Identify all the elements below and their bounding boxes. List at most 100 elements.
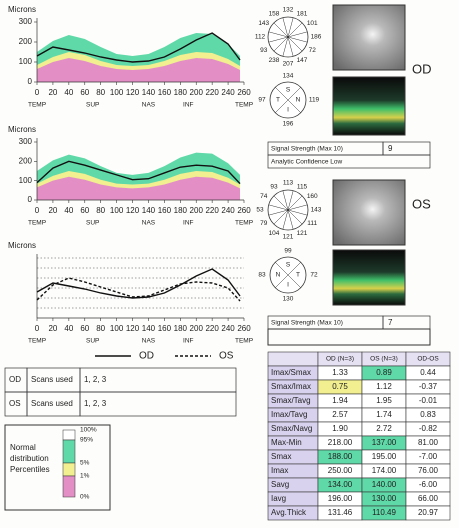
table-value: 1.12 — [376, 382, 392, 391]
table-value: 110.49 — [372, 508, 396, 517]
table-value: 140.00 — [372, 480, 397, 489]
percentile-swatch — [62, 462, 76, 477]
quadrant-label: T — [296, 272, 300, 279]
x-tick-label: 40 — [64, 88, 73, 97]
legend-label: OS — [219, 351, 234, 362]
table-value: 81.00 — [418, 438, 439, 447]
table-header: OS (N=3) — [370, 356, 398, 363]
x-tick-label: 140 — [142, 324, 156, 333]
table-value: 250.00 — [328, 466, 353, 475]
table-value: 0.89 — [376, 368, 392, 377]
sector-label: NAS — [142, 220, 156, 227]
table-value: 131.46 — [328, 508, 353, 517]
x-tick-label: 20 — [48, 324, 57, 333]
y-tick-label: 100 — [19, 57, 33, 66]
signal-value-box — [382, 315, 431, 330]
x-tick-label: 220 — [205, 324, 219, 333]
x-tick-label: 180 — [174, 206, 188, 215]
table-value: 134.00 — [328, 480, 353, 489]
quadrant-value: 134 — [283, 73, 294, 80]
quadrant-value: 97 — [258, 97, 266, 104]
percentile-label: 95% — [80, 437, 93, 444]
x-tick-label: 240 — [221, 88, 235, 97]
quadrant-label: I — [287, 107, 289, 114]
x-tick-label: 60 — [80, 88, 89, 97]
quadrant-label: I — [287, 282, 289, 289]
chart-title: Microns — [8, 241, 36, 250]
table-header: OD-OS — [417, 356, 439, 363]
table-value: -0.37 — [419, 382, 438, 391]
table-value: 0.75 — [332, 382, 348, 391]
x-tick-label: 160 — [158, 324, 172, 333]
table-row-label: Smax/Tavg — [271, 396, 311, 405]
clock-hour-value: 115 — [297, 183, 308, 190]
sector-label: SUP — [86, 338, 99, 345]
sector-label: TEMP — [28, 338, 46, 345]
signal-label: Signal Strength (Max 10) — [271, 320, 343, 327]
percentile-label: 100% — [80, 427, 97, 434]
sector-label: TEMP — [235, 102, 253, 109]
eye-label: OS — [412, 196, 431, 211]
quadrant-label: N — [296, 97, 301, 104]
y-tick-label: 300 — [19, 17, 33, 26]
x-tick-label: 20 — [48, 88, 57, 97]
table-row-label: Imax/Smax — [271, 368, 311, 377]
clock-hour-value: 93 — [270, 183, 278, 190]
x-tick-label: 200 — [190, 88, 204, 97]
legend-label: OD — [139, 351, 154, 362]
table-value: 195.00 — [372, 452, 397, 461]
scans-text: 1, 2, 3 — [84, 375, 107, 384]
table-row-label: Max-Min — [271, 438, 302, 447]
x-tick-label: 120 — [126, 324, 140, 333]
table-value: 0.44 — [420, 368, 436, 377]
table-value: 1.94 — [332, 396, 348, 405]
y-tick-label: 0 — [28, 77, 33, 86]
x-tick-label: 240 — [221, 324, 235, 333]
table-row-label: Savg — [271, 480, 289, 489]
od-fundus-image — [332, 4, 406, 71]
clock-hour-value: 160 — [307, 193, 318, 200]
x-tick-label: 80 — [96, 324, 105, 333]
thickness-line — [36, 268, 241, 299]
x-tick-label: 160 — [158, 206, 172, 215]
x-tick-label: 80 — [96, 206, 105, 215]
chart-title: Microns — [8, 5, 36, 14]
signal-value: 7 — [388, 318, 393, 327]
sector-label: INF — [183, 220, 194, 227]
table-value: 130.00 — [372, 494, 397, 503]
x-tick-label: 120 — [126, 88, 140, 97]
table-row-label: Smax/Navg — [271, 424, 312, 433]
y-tick-label: 0 — [28, 195, 33, 204]
signal-label: Signal Strength (Max 10) — [271, 146, 343, 153]
x-tick-label: 120 — [126, 206, 140, 215]
quadrant-value: 83 — [258, 272, 266, 279]
percentile-legend-title: Normal distribution Percentiles — [10, 443, 50, 474]
clock-hour-value: 147 — [297, 57, 308, 64]
x-tick-label: 60 — [80, 324, 89, 333]
table-value: -0.82 — [419, 424, 438, 433]
quadrant-divider — [275, 87, 301, 113]
clock-hour-value: 79 — [260, 220, 268, 227]
quadrant-value: 196 — [283, 121, 294, 128]
x-tick-label: 40 — [64, 206, 73, 215]
clock-divider — [282, 17, 294, 57]
chart-title: Microns — [8, 125, 36, 134]
x-tick-label: 140 — [142, 88, 156, 97]
percentile-area — [37, 176, 241, 200]
clock-hour-value: 53 — [256, 207, 264, 214]
scans-text: 1, 2, 3 — [84, 399, 107, 408]
clock-hour-value: 74 — [260, 193, 268, 200]
percentile-legend-box — [4, 424, 111, 511]
quadrant-value: 72 — [310, 272, 318, 279]
percentile-label: 5% — [80, 460, 90, 467]
clock-hour-value: 93 — [260, 47, 268, 54]
clock-hour-value: 143 — [311, 207, 322, 214]
x-tick-label: 220 — [205, 88, 219, 97]
x-tick-label: 0 — [35, 206, 40, 215]
percentile-swatch — [62, 429, 76, 441]
quadrant-label: T — [276, 97, 280, 104]
scans-text: OD — [9, 375, 21, 384]
sector-label: INF — [183, 338, 194, 345]
